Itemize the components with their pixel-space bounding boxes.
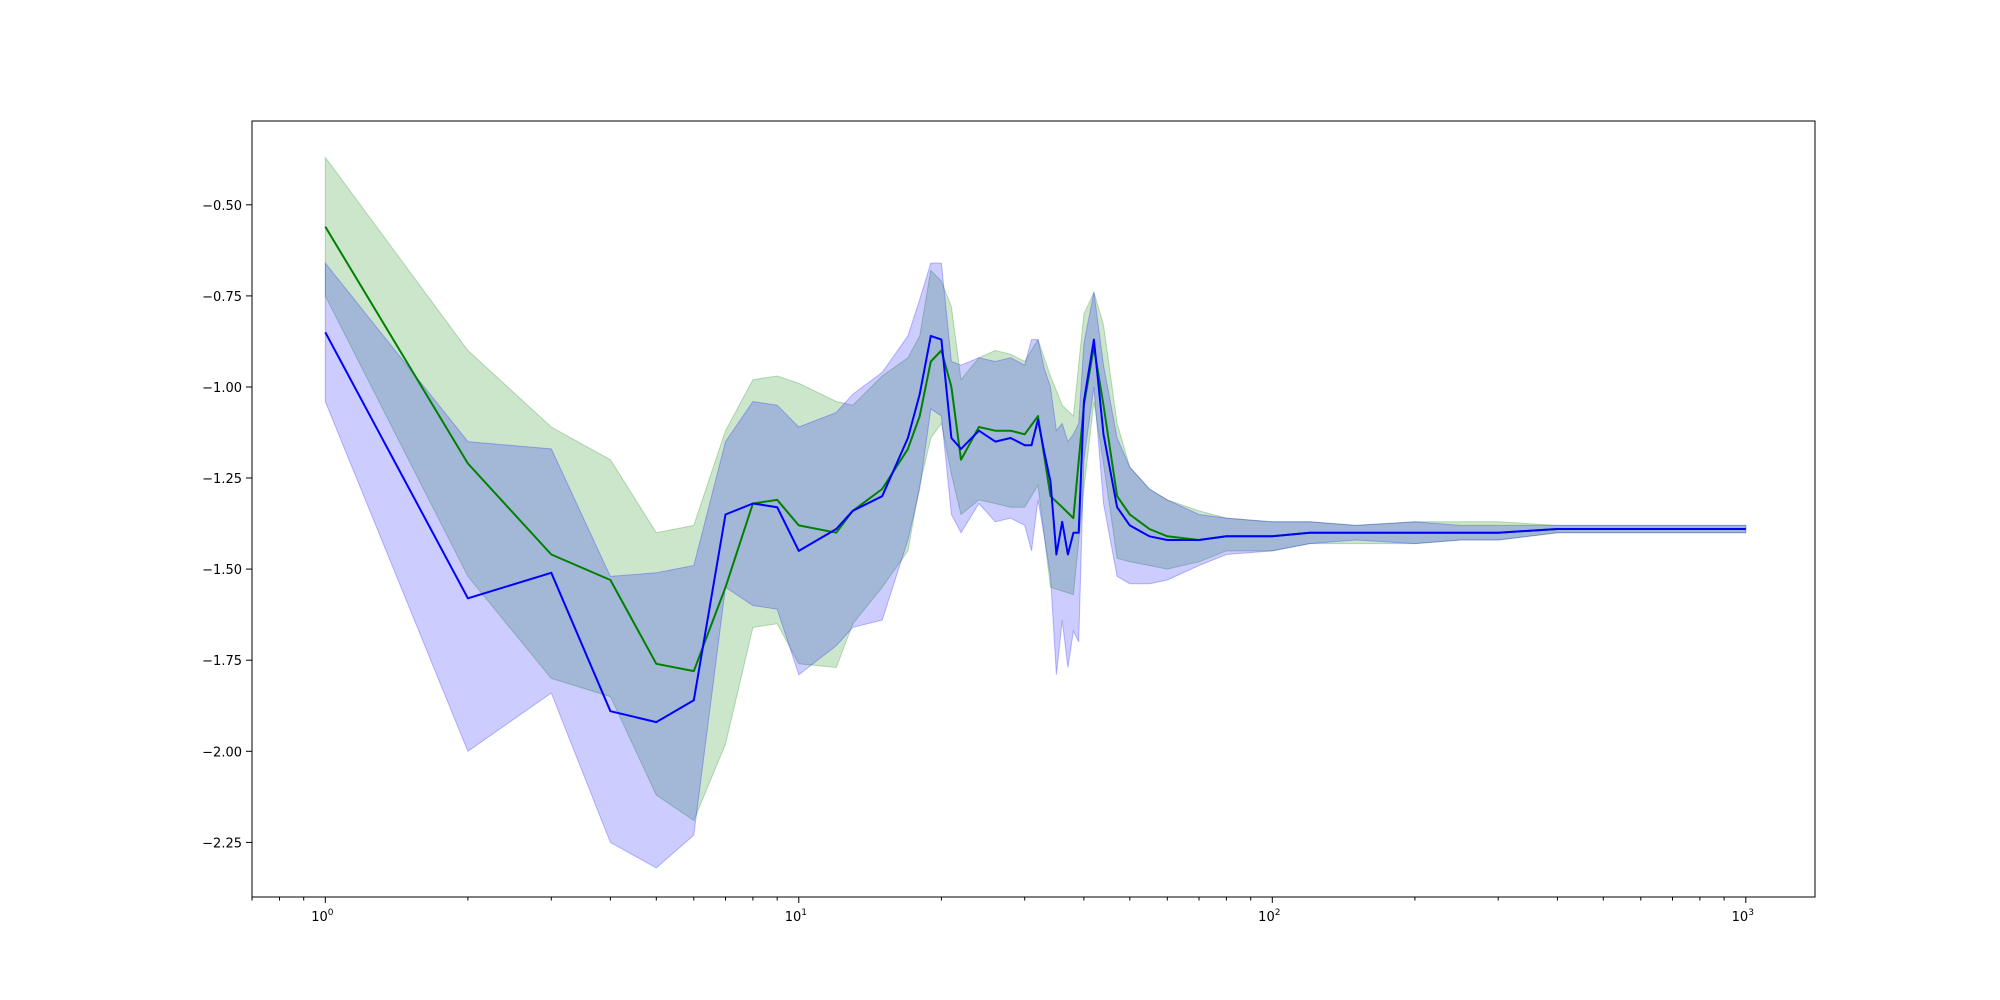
x-tick-label: 100 (311, 908, 334, 925)
x-tick-label-base: 10 (1258, 910, 1275, 925)
x-tick-label-exponent: 2 (1275, 908, 1281, 918)
x-tick-label-exponent: 0 (328, 908, 334, 918)
plot-area-frame (251, 120, 1816, 898)
y-tick-label: −2.25 (202, 836, 242, 851)
blue-series-line (324, 331, 1746, 724)
y-tick-label: −1.50 (202, 563, 242, 578)
confidence-bands (324, 155, 1747, 869)
x-tick-label: 103 (1732, 908, 1754, 925)
x-axis: 100 101 102 103 (251, 897, 1754, 925)
x-tick-label-exponent: 1 (801, 908, 807, 918)
y-axis: −0.50 −0.75 −1.00 −1.25 −1.50 −1.75 −2.00 −2.25 (202, 199, 252, 851)
x-tick-label-base: 10 (311, 910, 328, 925)
x-tick-label-exponent: 3 (1748, 908, 1754, 918)
series-lines (324, 226, 1746, 724)
x-tick-label-base: 10 (785, 910, 802, 925)
x-tick-label: 102 (1258, 908, 1280, 925)
x-tick-label: 101 (785, 908, 807, 925)
y-tick-label: −0.50 (202, 199, 242, 214)
green-band (324, 155, 1747, 822)
y-tick-label: −1.00 (202, 381, 242, 396)
y-tick-label: −0.75 (202, 290, 242, 305)
y-tick-label: −1.75 (202, 654, 242, 669)
y-tick-label: −1.25 (202, 472, 242, 487)
y-tick-label: −2.00 (202, 745, 242, 760)
blue-band (324, 261, 1747, 869)
x-tick-label-base: 10 (1732, 910, 1749, 925)
